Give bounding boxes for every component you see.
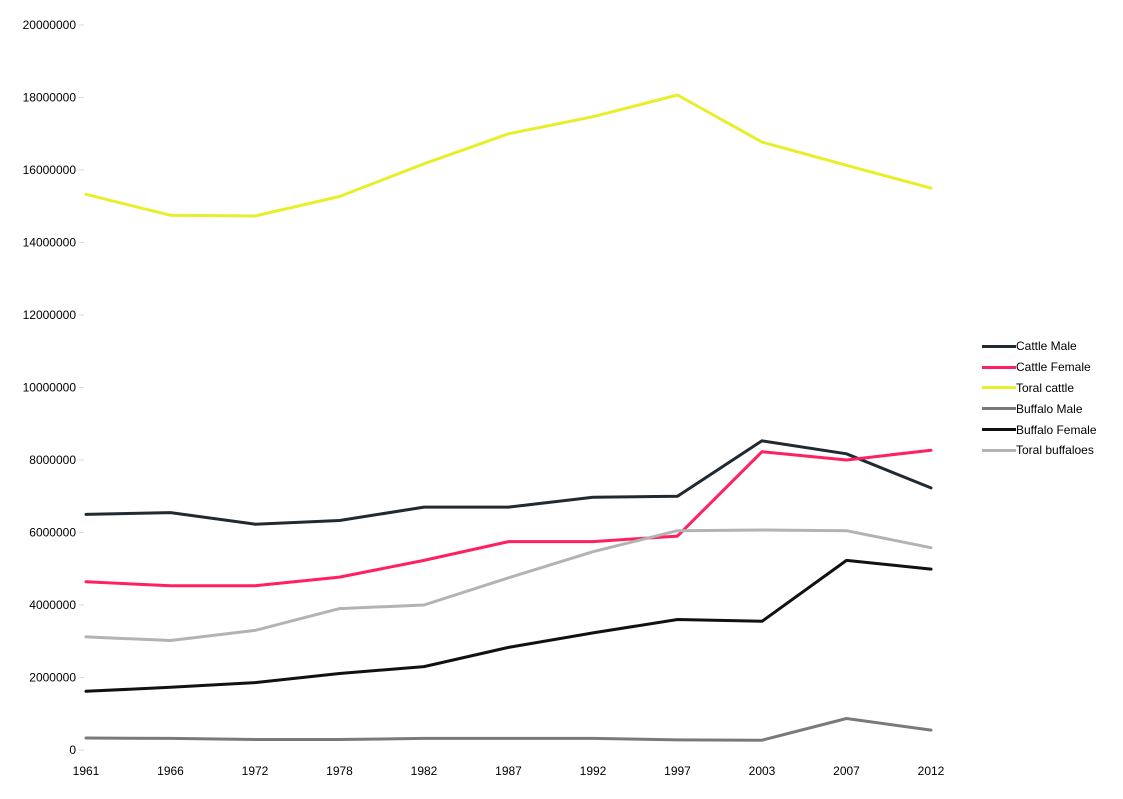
legend-swatch <box>982 386 1016 390</box>
legend-swatch <box>982 428 1016 432</box>
x-tick-label: 2007 <box>833 764 860 778</box>
y-tick-label: 12000000 <box>23 308 77 322</box>
x-tick-label: 2012 <box>918 764 945 778</box>
y-tick-label: 4000000 <box>29 598 76 612</box>
series-line-buffalo-male <box>84 717 933 742</box>
x-tick-label: 1966 <box>157 764 184 778</box>
y-tick-label: 18000000 <box>23 91 77 105</box>
series-lines <box>84 93 933 742</box>
x-axis: 1961 1966 1972 1978 1982 1987 1992 1997 2003 2007… <box>73 764 945 778</box>
legend-item: Buffalo Male <box>982 398 1097 419</box>
legend-label: Toral buffaloes <box>1016 443 1094 458</box>
legend-item: Cattle Female <box>982 357 1097 378</box>
y-tick-label: 2000000 <box>29 671 76 685</box>
chart-legend: Cattle Male Cattle Female Toral cattle Buff… <box>982 336 1097 461</box>
x-tick-label: 1978 <box>326 764 353 778</box>
legend-label: Buffalo Female <box>1016 422 1097 437</box>
y-tick-label: 20000000 <box>23 18 77 32</box>
legend-label: Toral cattle <box>1016 380 1075 395</box>
series-line-buffalo-female <box>84 558 933 693</box>
legend-item: Cattle Male <box>982 336 1097 357</box>
x-tick-label: 1997 <box>664 764 691 778</box>
legend-swatch <box>982 365 1016 369</box>
x-tick-label: 1961 <box>73 764 100 778</box>
legend-swatch <box>982 344 1016 348</box>
x-tick-label: 1987 <box>495 764 522 778</box>
legend-swatch <box>982 407 1016 411</box>
legend-label: Cattle Female <box>1016 360 1091 375</box>
series-line-toral-buffaloes <box>84 528 933 642</box>
y-tick-label: 14000000 <box>23 236 77 250</box>
y-tick-label: 10000000 <box>23 381 77 395</box>
legend-swatch <box>982 448 1016 452</box>
x-tick-label: 1972 <box>242 764 269 778</box>
legend-item: Buffalo Female <box>982 419 1097 440</box>
y-tick-label: 0 <box>69 743 76 757</box>
y-tick-label: 6000000 <box>29 526 76 540</box>
legend-item: Toral cattle <box>982 378 1097 399</box>
legend-item: Toral buffaloes <box>982 440 1097 461</box>
y-axis: 0 2000000 4000000 6000000 8000000 10000000 120… <box>23 18 84 757</box>
series-line-cattle-female <box>84 448 933 588</box>
x-tick-label: 1992 <box>580 764 607 778</box>
y-tick-label: 16000000 <box>23 163 77 177</box>
y-tick-label: 8000000 <box>29 453 76 467</box>
legend-label: Cattle Male <box>1016 339 1077 354</box>
series-line-cattle-male <box>84 439 933 526</box>
x-tick-label: 2003 <box>749 764 776 778</box>
legend-label: Buffalo Male <box>1016 401 1083 416</box>
x-tick-label: 1982 <box>411 764 438 778</box>
series-line-toral-cattle <box>84 93 933 218</box>
